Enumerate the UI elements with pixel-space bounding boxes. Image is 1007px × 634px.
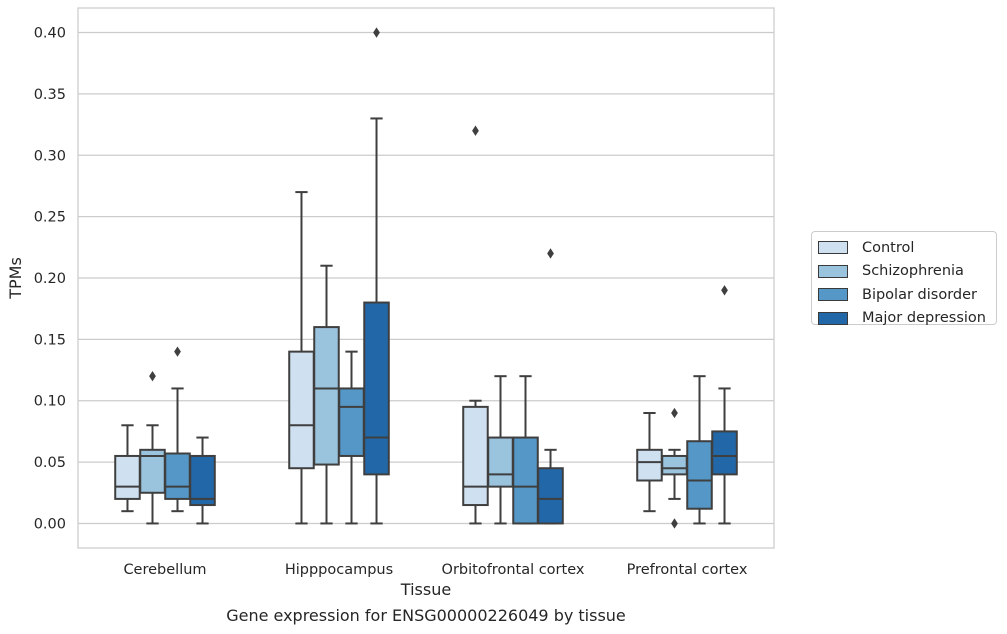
box-major-depression [537, 248, 564, 525]
y-axis-label: TPMs [6, 257, 25, 300]
y-tick-label: 0.35 [34, 87, 66, 103]
box-bipolar-disorder [512, 375, 539, 525]
box-iqr [288, 350, 315, 470]
y-tick-label: 0.20 [34, 271, 66, 287]
legend-swatch [818, 241, 848, 255]
y-tick-label: 0.00 [34, 516, 66, 532]
box-bipolar-disorder [164, 346, 191, 513]
outlier-point [149, 371, 156, 382]
box-major-depression [711, 285, 738, 525]
outlier-point [373, 27, 380, 38]
box-iqr [686, 440, 713, 510]
box-iqr [338, 387, 365, 457]
legend-label: Schizophrenia [862, 263, 964, 280]
box-control [288, 191, 315, 525]
y-tick-label: 0.25 [34, 210, 66, 226]
y-tick-label: 0.10 [34, 394, 66, 410]
legend-swatch [818, 264, 848, 278]
outlier-point [174, 346, 181, 357]
box-iqr [462, 405, 489, 507]
box-iqr [711, 430, 738, 476]
x-axis-ticks: Cerebellum Hipppocampus Orbitofrontal cort… [123, 562, 747, 578]
y-tick-label: 0.30 [34, 148, 66, 164]
y-tick-label: 0.05 [34, 455, 66, 471]
figure-caption: Gene expression for ENSG00000226049 by t… [226, 606, 626, 625]
outlier-point [472, 125, 479, 136]
box-iqr [114, 454, 141, 500]
box-iqr [661, 454, 688, 476]
legend-item: Schizophrenia [818, 260, 996, 284]
x-tick-label: Hipppocampus [285, 562, 393, 578]
x-axis-label: Tissue [400, 580, 451, 599]
y-tick-label: 0.40 [34, 26, 66, 42]
legend-item: Control [818, 236, 996, 260]
outlier-point [547, 248, 554, 259]
box-iqr [189, 454, 216, 507]
box-iqr [636, 448, 663, 482]
box-major-depression [189, 436, 216, 525]
y-tick-label: 0.15 [34, 332, 66, 348]
box-schizophrenia [139, 371, 166, 525]
box-schizophrenia [313, 264, 340, 525]
box-control [114, 424, 141, 513]
x-tick-label: Orbitofrontal cortex [442, 562, 585, 578]
legend-label: Control [862, 239, 915, 256]
legend-swatch [818, 311, 848, 325]
legend-swatch [818, 288, 848, 302]
legend: Control Schizophrenia Bipolar disorder Majo… [811, 231, 997, 326]
box-iqr [313, 326, 340, 466]
legend-label: Bipolar disorder [862, 286, 977, 303]
box-control [636, 412, 663, 513]
y-axis-ticks: 0.00 0.05 0.10 0.15 0.20 0.25 0.30 0.35 0.40 [34, 26, 66, 533]
x-tick-label: Cerebellum [123, 562, 206, 578]
box-groups [114, 27, 738, 529]
legend-label: Major depression [862, 310, 986, 327]
box-iqr [139, 448, 166, 494]
outlier-point [671, 518, 678, 529]
outlier-point [671, 407, 678, 419]
box-iqr [487, 436, 514, 488]
legend-item: Bipolar disorder [818, 283, 996, 307]
box-iqr [363, 301, 390, 476]
box-major-depression [363, 27, 390, 525]
box-iqr [537, 467, 564, 525]
outlier-point [721, 285, 728, 296]
box-bipolar-disorder [686, 375, 713, 525]
legend-item: Major depression [818, 307, 996, 331]
box-iqr [512, 436, 539, 525]
x-tick-label: Prefrontal cortex [627, 562, 748, 578]
box-iqr [164, 452, 191, 500]
